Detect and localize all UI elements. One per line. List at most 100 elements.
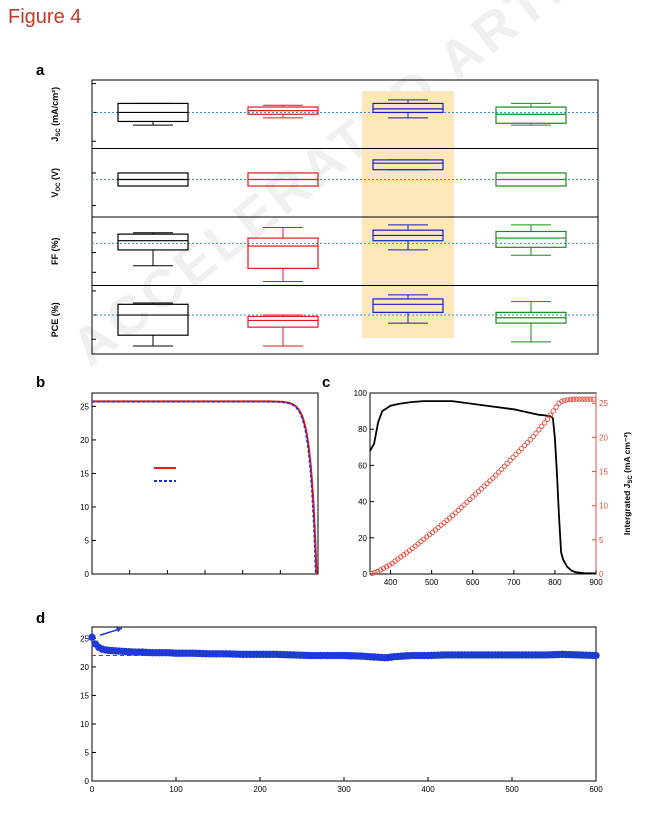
y-tick-label: 5 [85,536,90,545]
y-tick-label: 15 [80,691,89,700]
panel-label-b: b [36,374,46,391]
y-tick-label: 25 [80,634,89,643]
jsc-point [452,510,459,516]
panel-label-c: c [322,374,331,391]
box [372,102,444,114]
x-tick-label: 600 [589,785,603,794]
jsc-point [478,486,485,492]
jsc-point [518,445,525,452]
y-tick-label: 0 [85,777,90,786]
y-axis-label: JSC (mA/cm²) [50,87,62,142]
jsc-point [484,480,490,487]
jsc-point [467,496,473,503]
jsc-point [487,478,493,484]
jsc-point [544,416,551,422]
jsc-point [458,504,464,511]
y-tick-label: 80 [358,425,367,434]
y-right-tick-label: 15 [599,468,608,477]
x-tick-label: 900 [589,578,603,587]
jsc-point [441,520,447,526]
plot-frame [91,392,319,575]
jsc-point [516,448,522,455]
eqe-curve [369,400,597,575]
jsc-point [550,408,556,414]
jsc-point [369,570,375,576]
panel-label-d: d [36,610,46,627]
jsc-point [461,502,467,508]
jsc-point [527,436,533,443]
y-tick-label: 15 [80,469,89,478]
jsc-point [507,457,513,463]
y-right-tick-label: 10 [599,502,608,511]
jsc-point [424,534,430,540]
jsc-point [375,568,381,575]
y-axis-label: FF (%) [50,238,60,266]
pce-point [592,651,600,660]
jsc-point [383,564,390,570]
jsc-point [380,565,387,571]
jsc-point [444,517,450,524]
jsc-point [472,491,479,497]
jsc-point [495,469,502,475]
jsc-point [412,543,418,549]
y-tick-label: 40 [358,498,367,507]
x-tick-label: 800 [548,578,562,587]
y-tick-label: 100 [354,389,368,398]
y-tick-label: 10 [80,503,89,512]
y-right-tick-label: 20 [599,433,608,442]
x-tick-label: 600 [466,578,480,587]
jsc-point [470,494,476,500]
x-tick-label: 300 [337,785,351,794]
jsc-point [579,396,585,402]
jsc-point [541,420,548,426]
jsc-point [501,463,508,469]
jsc-point [372,569,378,576]
jsc-point [447,515,453,521]
jsc-point [498,466,505,472]
y-tick-label: 25 [80,402,89,411]
jsc-point [415,541,421,547]
y-tick-label: 60 [358,461,367,470]
jsc-point [449,512,456,519]
y-tick-label: 5 [85,748,90,757]
jv-curve [92,400,317,575]
y-tick-label: 10 [80,720,89,729]
jsc-point [553,404,559,410]
box [495,106,567,124]
jsc-point [521,442,528,449]
jsc-point [582,396,588,402]
box [247,237,319,269]
jsc-point [590,396,597,402]
jsc-point [481,483,487,489]
panel-label-a: a [36,62,45,79]
jsc-point [524,439,531,446]
y-tick-label: 0 [85,570,90,579]
y-tick-label: 20 [80,436,89,445]
y-tick-label: 20 [80,663,89,672]
target-highlight [362,91,454,338]
subplot-frame [91,148,599,218]
jsc-point [421,536,427,542]
jsc-point [530,433,536,440]
jsc-point [464,499,470,505]
x-tick-label: 500 [505,785,519,794]
jv-curve [92,400,318,575]
jsc-point [432,527,438,533]
box [117,303,189,336]
subplot-frame [91,216,599,286]
x-tick-label: 0 [90,785,95,794]
y-axis-label: PCE (%) [50,302,60,337]
y-axis-label: VOC (V) [50,168,62,198]
jsc-point [570,396,577,402]
box [247,315,319,328]
box [372,159,444,171]
y-right-tick-label: 0 [599,570,604,579]
x-tick-label: 100 [169,785,183,794]
jsc-point [455,507,461,513]
y-tick-label: 20 [358,534,367,543]
jsc-point [513,451,519,458]
arrow-head [116,627,122,633]
jsc-point [564,397,571,403]
x-tick-label: 400 [384,578,398,587]
